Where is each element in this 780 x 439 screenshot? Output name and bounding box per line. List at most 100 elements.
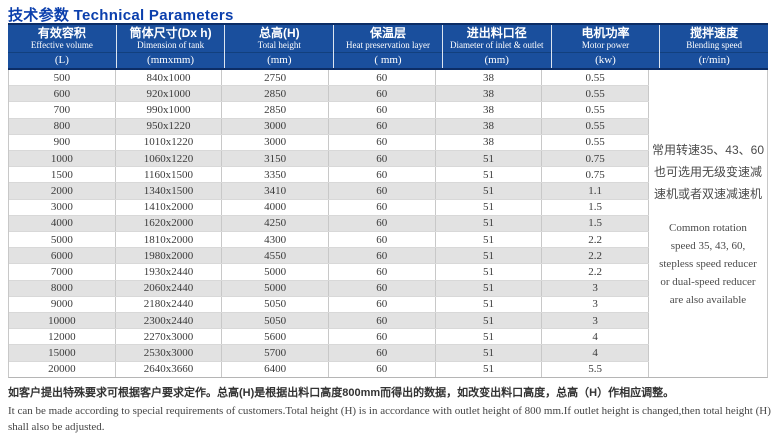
table-cell: 51 (436, 313, 543, 329)
table-cell: 60 (329, 313, 436, 329)
table-cell: 950x1220 (116, 118, 223, 134)
table-cell: 2.2 (542, 264, 649, 280)
table-cell: 1010x1220 (116, 134, 223, 151)
table-cell: 500 (9, 70, 116, 86)
table-header: 有效容积 Effective volume (L) 筒体尺寸(Dx h) Dim… (8, 23, 769, 70)
table-cell: 600 (9, 86, 116, 102)
table-cell: 60 (329, 296, 436, 313)
table-cell: 1980x2000 (116, 248, 223, 264)
table-cell: 0.55 (542, 134, 649, 151)
col-header-zh: 电机功率 (581, 25, 630, 40)
table-cell: 920x1000 (116, 86, 223, 102)
table-row: 900 1010x1220 3000 60 38 0.55 (9, 134, 649, 152)
table-cell: 51 (436, 248, 543, 264)
table-cell: 4300 (222, 232, 329, 248)
col-header-en: Blending speed (686, 39, 743, 50)
table-cell: 15000 (9, 345, 116, 361)
table-row: 20000 2640x3660 6400 60 51 5.5 (9, 361, 649, 377)
table-cell: 60 (329, 361, 436, 377)
footnote-zh: 如客户提出特殊要求可根据客户要求定作。总高(H)是根据出料口高度800mm而得出… (8, 387, 675, 399)
table-cell: 1160x1500 (116, 167, 223, 183)
table-cell: 1060x1220 (116, 151, 223, 167)
table-cell: 51 (436, 296, 543, 313)
footnote-en: It can be made according to special requ… (8, 405, 771, 433)
table-cell: 6400 (222, 361, 329, 377)
col-header-zh: 有效容积 (37, 25, 86, 40)
table-cell: 51 (436, 232, 543, 248)
blending-note-en: Common rotation speed 35, 43, 60, steple… (659, 221, 757, 306)
table-cell: 2750 (222, 70, 329, 86)
col-header-zh: 搅拌速度 (690, 25, 739, 40)
table-cell: 60 (329, 86, 436, 102)
table-cell: 60 (329, 248, 436, 264)
table-cell: 3 (542, 313, 649, 329)
table-cell: 2530x3000 (116, 345, 223, 361)
col-header-motor-power: 电机功率 Motor power (kw) (551, 25, 661, 68)
blending-note-zh: 常用转速35、43、60 也可选用无级变速减 速机或者双速减速机 (652, 139, 764, 205)
table-body-wrap: 500 840x1000 2750 60 38 0.55 600 920x1000 2850 60… (8, 70, 768, 378)
table-row: 15000 2530x3000 5700 60 51 4 (9, 345, 649, 362)
table-cell: 3150 (222, 151, 329, 167)
table-cell: 4250 (222, 215, 329, 232)
table-cell: 2060x2440 (116, 280, 223, 296)
table-cell: 840x1000 (116, 70, 223, 86)
table-cell: 38 (436, 118, 543, 134)
table-cell: 2270x3000 (116, 329, 223, 345)
table-cell: 800 (9, 118, 116, 134)
table-cell: 1.5 (542, 215, 649, 232)
blending-note-zh-line: 常用转速35、43、60 (651, 142, 764, 157)
col-header-total-height: 总高(H) Total height (mm) (225, 25, 335, 68)
col-header-inlet-outlet-diameter: 进出料口径 Diameter of inlet & outlet (mm) (442, 25, 552, 68)
table-cell: 0.55 (542, 70, 649, 86)
col-header-en: Total height (257, 39, 301, 50)
table-cell: 1340x1500 (116, 183, 223, 199)
table-cell: 1620x2000 (116, 215, 223, 232)
table-cell: 3 (542, 280, 649, 296)
col-header-dimension-of-tank: 筒体尺寸(Dx h) Dimension of tank (mmxmm) (116, 25, 226, 68)
table-row: 500 840x1000 2750 60 38 0.55 (9, 70, 649, 87)
table-cell: 2850 (222, 86, 329, 102)
table-cell: 9000 (9, 296, 116, 313)
table-cell: 0.75 (542, 151, 649, 167)
table-row: 10000 2300x2440 5050 60 51 3 (9, 313, 649, 330)
table-cell: 700 (9, 102, 116, 118)
col-header-unit: (mmxmm) (147, 54, 195, 66)
table-cell: 60 (329, 345, 436, 361)
table-cell: 4 (542, 345, 649, 361)
table-cell: 60 (329, 167, 436, 183)
table-cell: 5000 (9, 232, 116, 248)
table-cell: 5000 (222, 264, 329, 280)
table-cell: 51 (436, 264, 543, 280)
table-cell: 60 (329, 264, 436, 280)
table-cell: 0.55 (542, 86, 649, 102)
table-cell: 51 (436, 329, 543, 345)
table-cell: 51 (436, 280, 543, 296)
table-row: 8000 2060x2440 5000 60 51 3 (9, 280, 649, 297)
table-row: 3000 1410x2000 4000 60 51 1.5 (9, 199, 649, 216)
table-cell: 900 (9, 134, 116, 151)
table-cell: 10000 (9, 313, 116, 329)
table-cell: 38 (436, 70, 543, 86)
table-cell: 4 (542, 329, 649, 345)
blending-note-zh-line: 速机或者双速减速机 (653, 186, 762, 201)
table-cell: 3000 (9, 199, 116, 215)
table-cell: 60 (329, 118, 436, 134)
table-cell: 1.1 (542, 183, 649, 199)
table-cell: 38 (436, 86, 543, 102)
table-cell: 6000 (9, 248, 116, 264)
col-header-en: Dimension of tank (137, 39, 205, 50)
table-cell: 60 (329, 232, 436, 248)
table-cell: 2.2 (542, 232, 649, 248)
table-row: 700 990x1000 2850 60 38 0.55 (9, 102, 649, 119)
table-cell: 2300x2440 (116, 313, 223, 329)
table-row: 9000 2180x2440 5050 60 51 3 (9, 296, 649, 314)
table-cell: 38 (436, 102, 543, 118)
table-row: 4000 1620x2000 4250 60 51 1.5 (9, 215, 649, 233)
table-row: 12000 2270x3000 5600 60 51 4 (9, 329, 649, 346)
col-header-unit: (L) (54, 54, 69, 66)
table-cell: 4000 (9, 215, 116, 232)
table-cell: 3 (542, 296, 649, 313)
table-row: 1500 1160x1500 3350 60 51 0.75 (9, 167, 649, 184)
table-row: 600 920x1000 2850 60 38 0.55 (9, 86, 649, 103)
